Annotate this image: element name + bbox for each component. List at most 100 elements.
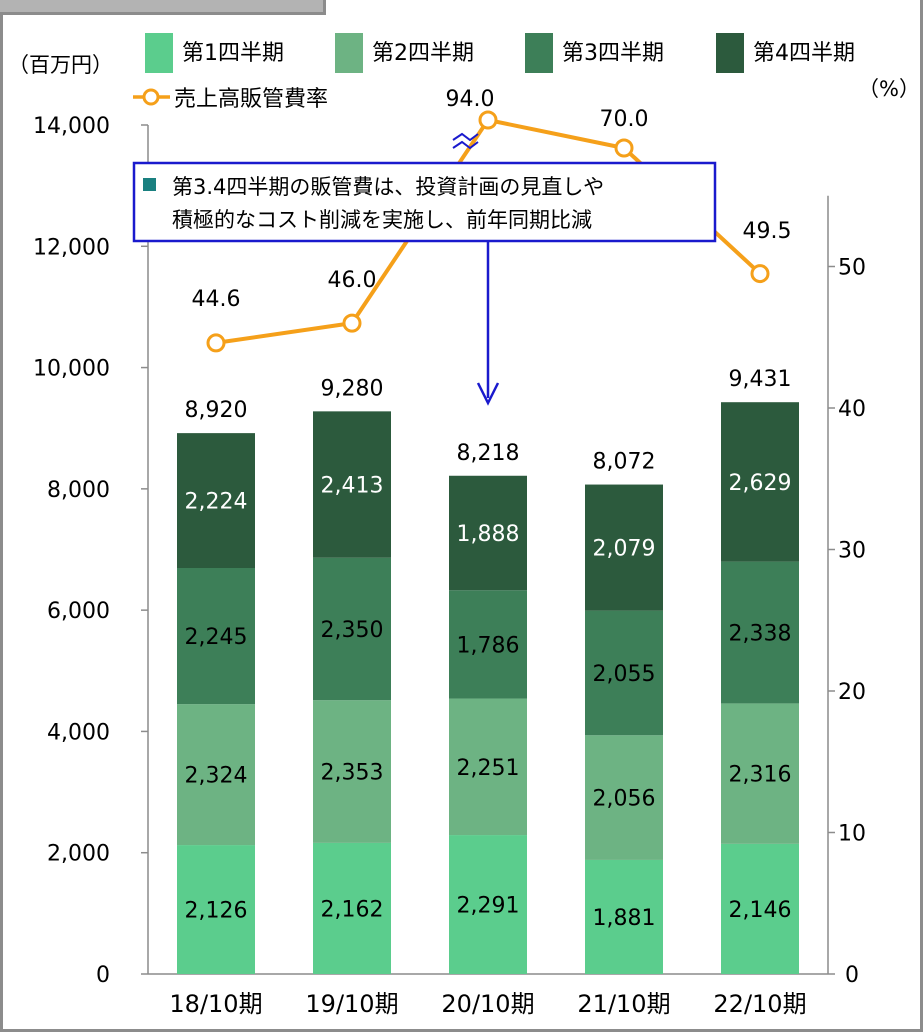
legend-swatch <box>335 33 363 73</box>
bar-segment <box>585 735 663 860</box>
bar-value-label: 2,224 <box>185 490 248 515</box>
bar-value-label: 2,316 <box>729 763 792 788</box>
y-left-tick-label: 6,000 <box>47 599 110 624</box>
bar-segment <box>177 567 255 705</box>
bar-total-label: 8,072 <box>593 450 656 475</box>
ratio-point <box>750 264 770 284</box>
annotation-arrow-head <box>476 382 500 406</box>
bar-value-label: 2,413 <box>321 474 384 499</box>
bar-value-label: 1,786 <box>457 633 520 658</box>
y-left-tick-label: 10,000 <box>33 357 110 382</box>
bar-total-label: 8,218 <box>457 441 520 466</box>
bar-segment <box>313 842 391 974</box>
y-right-tick-label: 0 <box>845 963 859 988</box>
ratio-value-label: 94.0 <box>446 87 495 112</box>
annotation-text: 第3.4四半期の販管費は、投資計画の見直しや <box>172 175 604 199</box>
bar-value-label: 2,353 <box>321 761 384 786</box>
legend-line-marker <box>142 88 160 106</box>
axes: 0 2,000 4,000 6,000 8,000 10,000 12,000 14,000 0… <box>8 53 920 1018</box>
annotation-callout: 第3.4四半期の販管費は、投資計画の見直しや積極的なコスト削減を実施し、前年同期… <box>132 161 717 406</box>
bar-segment <box>449 475 527 591</box>
bar-segment <box>177 433 255 568</box>
y-right-tick-label: 10 <box>838 822 866 847</box>
bar-segment <box>313 700 391 843</box>
bar-value-label: 1,881 <box>593 906 656 931</box>
annotation-bullet <box>143 178 156 191</box>
x-tick-label: 22/10期 <box>713 990 806 1018</box>
y-right-tick-label: 40 <box>838 397 866 422</box>
bar-total-label: 9,431 <box>729 367 792 392</box>
bar-segment <box>721 703 799 844</box>
y-right-tick-label: 30 <box>838 539 866 564</box>
annotation-text: 積極的なコスト削減を実施し、前年同期比減 <box>172 208 592 232</box>
bar-segment <box>313 557 391 701</box>
ratio-value-label: 70.0 <box>600 107 649 132</box>
legend-label: 第3四半期 <box>562 41 664 66</box>
bar-value-label: 2,126 <box>185 899 248 924</box>
legend-label: 第2四半期 <box>372 41 474 66</box>
annotation-box <box>132 161 717 243</box>
y-left-tick-label: 0 <box>96 963 110 988</box>
bar-value-label: 2,055 <box>593 662 656 687</box>
legend-label: 第1四半期 <box>182 41 284 66</box>
bar-segment <box>177 704 255 846</box>
y-right-unit: （%） <box>858 77 920 101</box>
y-left-tick-label: 14,000 <box>33 114 110 139</box>
axis-break-mark <box>452 140 479 150</box>
legend-label: 第4四半期 <box>753 41 855 66</box>
bar-segment <box>177 845 255 974</box>
bar-segment <box>585 610 663 736</box>
ratio-point <box>206 333 226 353</box>
bar-value-label: 2,324 <box>185 764 248 789</box>
bar-segment <box>721 402 799 562</box>
ratio-value-label: 49.5 <box>743 219 792 244</box>
bar-segment <box>449 835 527 974</box>
legend-swatch <box>145 33 173 73</box>
frame-tab <box>0 0 326 15</box>
ratio-point <box>342 313 362 333</box>
x-tick-label: 20/10期 <box>441 990 534 1018</box>
ratio-point <box>478 110 498 130</box>
bars: 2,126 2,324 2,245 2,224 8,920 2,162 2,353 2,350… <box>177 367 799 974</box>
y-right-tick-label: 20 <box>838 680 866 705</box>
bar-total-label: 9,280 <box>321 376 384 401</box>
ratio-line: 44.6 46.0 94.0 70.0 49.5 <box>192 87 792 353</box>
bar-total-label: 8,920 <box>185 398 248 423</box>
bar-segment <box>721 843 799 974</box>
y-left-tick-label: 2,000 <box>47 842 110 867</box>
axis-break-mark <box>452 132 479 142</box>
bar-segment <box>721 561 799 704</box>
bar-value-label: 2,291 <box>457 894 520 919</box>
y-left-tick-label: 12,000 <box>33 235 110 260</box>
bar-segment <box>449 590 527 699</box>
x-tick-label: 21/10期 <box>577 990 670 1018</box>
bar-value-label: 2,251 <box>457 756 520 781</box>
bar-segment <box>585 484 663 611</box>
x-tick-label: 18/10期 <box>169 990 262 1018</box>
legend-swatch <box>525 33 553 73</box>
legend-label: 売上高販管費率 <box>174 87 328 112</box>
bar-value-label: 2,350 <box>321 618 384 643</box>
bar-segment <box>449 698 527 836</box>
x-tick-label: 19/10期 <box>305 990 398 1018</box>
bar-segment <box>313 411 391 558</box>
bar-value-label: 2,338 <box>729 622 792 647</box>
y-left-unit: （百万円） <box>8 53 113 77</box>
bar-value-label: 2,245 <box>185 625 248 650</box>
bar-value-label: 2,079 <box>593 537 656 562</box>
bar-value-label: 2,146 <box>729 898 792 923</box>
y-left-tick-label: 8,000 <box>47 478 110 503</box>
ratio-value-label: 46.0 <box>328 268 377 293</box>
legend-swatch <box>716 33 744 73</box>
bar-segment <box>585 859 663 974</box>
bar-value-label: 2,056 <box>593 787 656 812</box>
ratio-value-label: 44.6 <box>192 287 241 312</box>
y-left-tick-label: 4,000 <box>47 720 110 745</box>
bar-value-label: 2,162 <box>321 897 384 922</box>
bar-value-label: 1,888 <box>457 522 520 547</box>
y-right-tick-label: 50 <box>838 256 866 281</box>
ratio-point <box>614 138 634 158</box>
